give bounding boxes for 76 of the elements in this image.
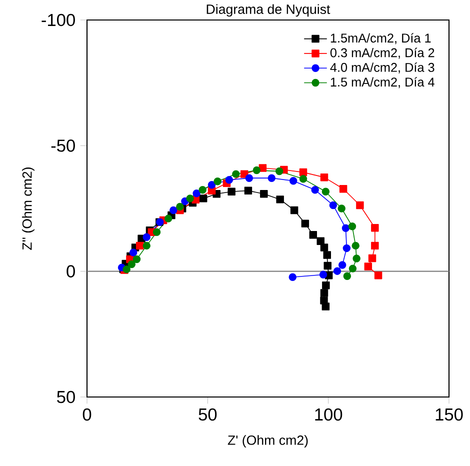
legend-label: 0.3 mA/cm2, Día 2 <box>330 48 434 59</box>
point <box>199 194 208 202</box>
point <box>198 186 206 194</box>
point <box>228 188 236 196</box>
point <box>322 302 330 310</box>
point <box>132 255 141 264</box>
x-tick-label: 100 <box>315 408 342 421</box>
point <box>324 262 332 270</box>
point <box>338 261 346 269</box>
point <box>342 244 351 252</box>
point <box>320 289 328 297</box>
point <box>352 242 360 250</box>
point <box>142 242 150 250</box>
point <box>275 167 284 176</box>
point <box>289 176 298 185</box>
point <box>343 272 352 280</box>
x-tick-label: 50 <box>198 408 217 421</box>
point <box>322 188 330 196</box>
point <box>299 174 308 183</box>
legend-label: 1.5mA/cm2, Día 1 <box>330 33 431 44</box>
point <box>316 237 324 246</box>
point <box>348 222 356 230</box>
legend-label: 1.5 mA/cm2, Día 4 <box>330 77 434 88</box>
chart-title: Diagrama de Nyquist <box>206 4 330 17</box>
point <box>288 273 296 281</box>
point <box>136 242 144 250</box>
point <box>170 206 178 214</box>
point <box>192 190 200 198</box>
y-tick-label: 0 <box>66 265 75 278</box>
point <box>260 190 268 198</box>
point <box>342 224 350 232</box>
point <box>276 196 284 204</box>
point <box>338 204 346 212</box>
point <box>214 177 222 186</box>
point <box>364 262 372 270</box>
point <box>186 194 194 202</box>
x-tick-label: 150 <box>436 408 463 421</box>
point <box>371 224 379 232</box>
point <box>245 174 254 182</box>
point <box>129 248 138 256</box>
point <box>323 251 331 259</box>
point <box>208 181 216 189</box>
point <box>352 254 360 262</box>
point <box>252 166 261 174</box>
point <box>142 233 150 242</box>
point <box>320 173 328 182</box>
point <box>356 201 364 210</box>
point <box>320 244 328 252</box>
point <box>225 176 234 184</box>
y-tick-label: -50 <box>51 140 75 152</box>
point <box>319 270 328 278</box>
point <box>311 186 319 194</box>
y-tick-label: 50 <box>57 390 75 404</box>
point <box>232 170 240 178</box>
point <box>339 185 348 193</box>
point <box>176 202 184 211</box>
point <box>164 214 172 222</box>
point <box>268 174 276 182</box>
point <box>128 260 136 268</box>
legend-label: 4.0 mA/cm2, Día 3 <box>330 62 434 74</box>
point <box>333 267 342 275</box>
point <box>309 231 317 239</box>
y-tick-label: -100 <box>42 14 75 26</box>
point <box>329 201 338 210</box>
x-tick-label: 0 <box>82 408 92 421</box>
point <box>322 282 330 290</box>
point <box>152 228 161 236</box>
point <box>244 186 252 195</box>
point <box>371 242 379 250</box>
y-axis-title: Z'' (Ohm cm2) <box>22 168 34 250</box>
point <box>301 220 310 228</box>
x-axis-title: Z' (Ohm cm2) <box>228 435 308 448</box>
point <box>368 254 376 262</box>
point <box>348 264 357 272</box>
point <box>374 271 382 280</box>
point <box>290 206 298 214</box>
